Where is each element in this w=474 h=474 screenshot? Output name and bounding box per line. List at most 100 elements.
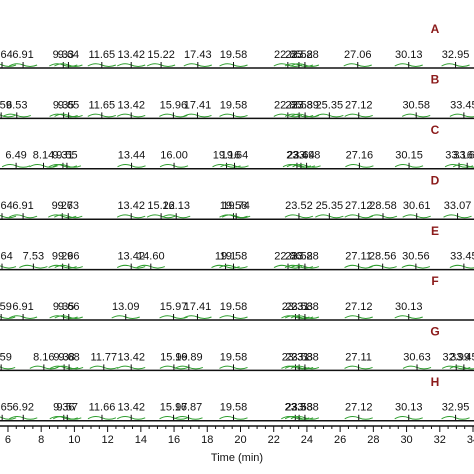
peak-label: 17.41 xyxy=(184,301,212,313)
peak-label: 8.16 xyxy=(33,351,54,363)
peak-label: 15.22 xyxy=(147,49,175,61)
peak-label: 23.31 xyxy=(282,301,310,313)
trace-letter: F xyxy=(431,274,438,288)
peak-label: 27.11 xyxy=(345,351,372,363)
x-tick-label: 6 xyxy=(5,434,11,446)
peak-label: 9.66 xyxy=(58,301,79,313)
peak-label: 9.31 xyxy=(52,150,73,162)
peak-label: 23.52 xyxy=(285,49,313,61)
peak-label: 30.61 xyxy=(403,200,431,212)
peak-label: 23.52 xyxy=(285,200,313,212)
peak-label: 25.35 xyxy=(316,200,344,212)
peak-label: 27.12 xyxy=(345,200,373,212)
peak-label: 23.98 xyxy=(293,150,321,162)
peak-label: 33.45 xyxy=(450,251,474,263)
peak-label: 27.12 xyxy=(345,99,373,111)
peak-label: 17.43 xyxy=(184,49,212,61)
trace-letter: A xyxy=(431,22,440,36)
peak-label: 19.1 xyxy=(215,251,236,263)
peak-label: 23.53 xyxy=(285,301,313,313)
x-tick-label: 16 xyxy=(168,434,180,446)
peak-label: 23.3 xyxy=(285,402,306,414)
peak-label: 16.89 xyxy=(175,351,203,363)
peak-label: 30.13 xyxy=(395,49,423,61)
peak-label: 15.97 xyxy=(160,301,188,313)
peak-label: 13.42 xyxy=(117,351,145,363)
x-tick-label: 14 xyxy=(135,434,147,446)
trace-letter: D xyxy=(431,173,440,187)
x-tick-label: 24 xyxy=(301,434,313,446)
peak-label: 32.95 xyxy=(442,49,470,61)
peak-label: 33.45 xyxy=(450,99,474,111)
peak-label: 33.07 xyxy=(444,200,472,212)
peak-label: 19.74 xyxy=(222,200,250,212)
peak-label: 30.63 xyxy=(403,351,431,363)
peak-label: 13.44 xyxy=(118,150,146,162)
x-tick-label: 20 xyxy=(234,434,246,446)
trace-letter: C xyxy=(431,123,440,137)
peak-label: 23.88 xyxy=(291,49,319,61)
peak-label: 19.58 xyxy=(220,251,248,263)
peak-label: 13.42 xyxy=(117,402,145,414)
peak-label: 30.13 xyxy=(395,301,423,313)
x-tick-label: 28 xyxy=(367,434,379,446)
peak-label: 27.12 xyxy=(345,301,373,313)
peak-label: 27.16 xyxy=(346,150,374,162)
peak-label: 9.68 xyxy=(58,351,79,363)
trace-letter: G xyxy=(430,325,439,339)
peak-label: 11.65 xyxy=(88,99,115,111)
peak-label: 15.99 xyxy=(160,351,188,363)
peak-label: 23.88 xyxy=(291,301,319,313)
peak-label: 23.88 xyxy=(291,251,319,263)
peak-label: 9.36 xyxy=(53,402,74,414)
x-tick-label: 22 xyxy=(268,434,280,446)
peak-label: 9.63 xyxy=(58,200,79,212)
trace-letter: E xyxy=(431,224,439,238)
peak-label: 6.53 xyxy=(6,99,27,111)
peak-label: 23.89 xyxy=(291,99,319,111)
peak-label: 9.38 xyxy=(53,351,74,363)
peak-label: 32.95 xyxy=(442,402,470,414)
peak-label: 28.56 xyxy=(369,251,397,263)
peak-label: 13.09 xyxy=(112,301,140,313)
peak-label: 23.52 xyxy=(285,251,313,263)
peak-label: 9.35 xyxy=(53,99,74,111)
peak-label: 14.60 xyxy=(137,251,165,263)
peak-label: 22.85 xyxy=(274,99,302,111)
peak-label: 11.77 xyxy=(90,351,117,363)
trace-letter: B xyxy=(431,73,440,87)
peak-label: 17.41 xyxy=(184,99,212,111)
peak-label: 5.64 xyxy=(0,251,13,263)
peak-label: 22.86 xyxy=(274,251,302,263)
x-tick-label: 10 xyxy=(68,434,80,446)
trace-letter: H xyxy=(431,375,440,389)
peak-label: 9.65 xyxy=(58,99,79,111)
peak-label: 13.42 xyxy=(117,200,145,212)
peak-label: 19.58 xyxy=(220,99,248,111)
peak-label: 22.85 xyxy=(274,49,302,61)
peak-label: 23.53 xyxy=(285,99,313,111)
peak-label: 11.65 xyxy=(88,49,115,61)
peak-label: 25.35 xyxy=(316,99,344,111)
peak-label: 5.59 xyxy=(0,351,12,363)
x-tick-label: 26 xyxy=(334,434,346,446)
peak-label: 9.29 xyxy=(52,251,73,263)
peak-label: 13.42 xyxy=(117,49,145,61)
peak-label: 5.64 xyxy=(0,200,13,212)
peak-label: 7.53 xyxy=(23,251,44,263)
peak-label: 15.96 xyxy=(160,99,188,111)
peak-label: 6.91 xyxy=(12,301,33,313)
x-axis-label: Time (min) xyxy=(211,452,263,464)
peak-label: 30.15 xyxy=(395,150,423,162)
peak-label: 19.58 xyxy=(220,49,248,61)
peak-label: 16.13 xyxy=(162,200,190,212)
peak-label: 33.45 xyxy=(450,351,474,363)
peak-label: 27.06 xyxy=(344,49,372,61)
peak-label: 32.99 xyxy=(442,351,470,363)
peak-label: 27.11 xyxy=(345,251,372,263)
peak-label: 9.57 xyxy=(57,402,78,414)
peak-label: 23.64 xyxy=(287,150,315,162)
peak-label: 19.58 xyxy=(220,402,248,414)
